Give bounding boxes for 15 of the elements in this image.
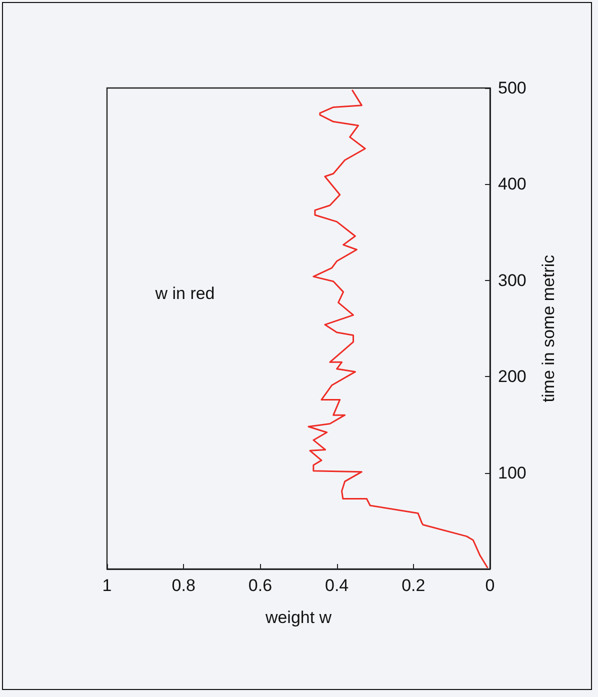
- y-tick-label: 200: [498, 367, 526, 386]
- x-axis-title: weight w: [264, 608, 332, 627]
- y-tick-label: 400: [498, 174, 526, 194]
- x-tick-label: 0.8: [172, 576, 196, 595]
- y-tick-label: 100: [498, 463, 526, 482]
- y-tick-label: 500: [498, 78, 526, 98]
- x-tick-label: 0.4: [324, 576, 349, 595]
- y-tick-label: 300: [498, 270, 526, 290]
- x-tick-label: 0: [485, 576, 495, 595]
- text: w in red: [154, 284, 215, 303]
- x-tick-label: 1: [102, 576, 112, 595]
- line-series: [308, 89, 488, 569]
- x-tick-label: 0.6: [248, 576, 272, 595]
- y-axis-title: time in some metric: [539, 254, 558, 402]
- x-tick-label: 0.2: [402, 576, 426, 595]
